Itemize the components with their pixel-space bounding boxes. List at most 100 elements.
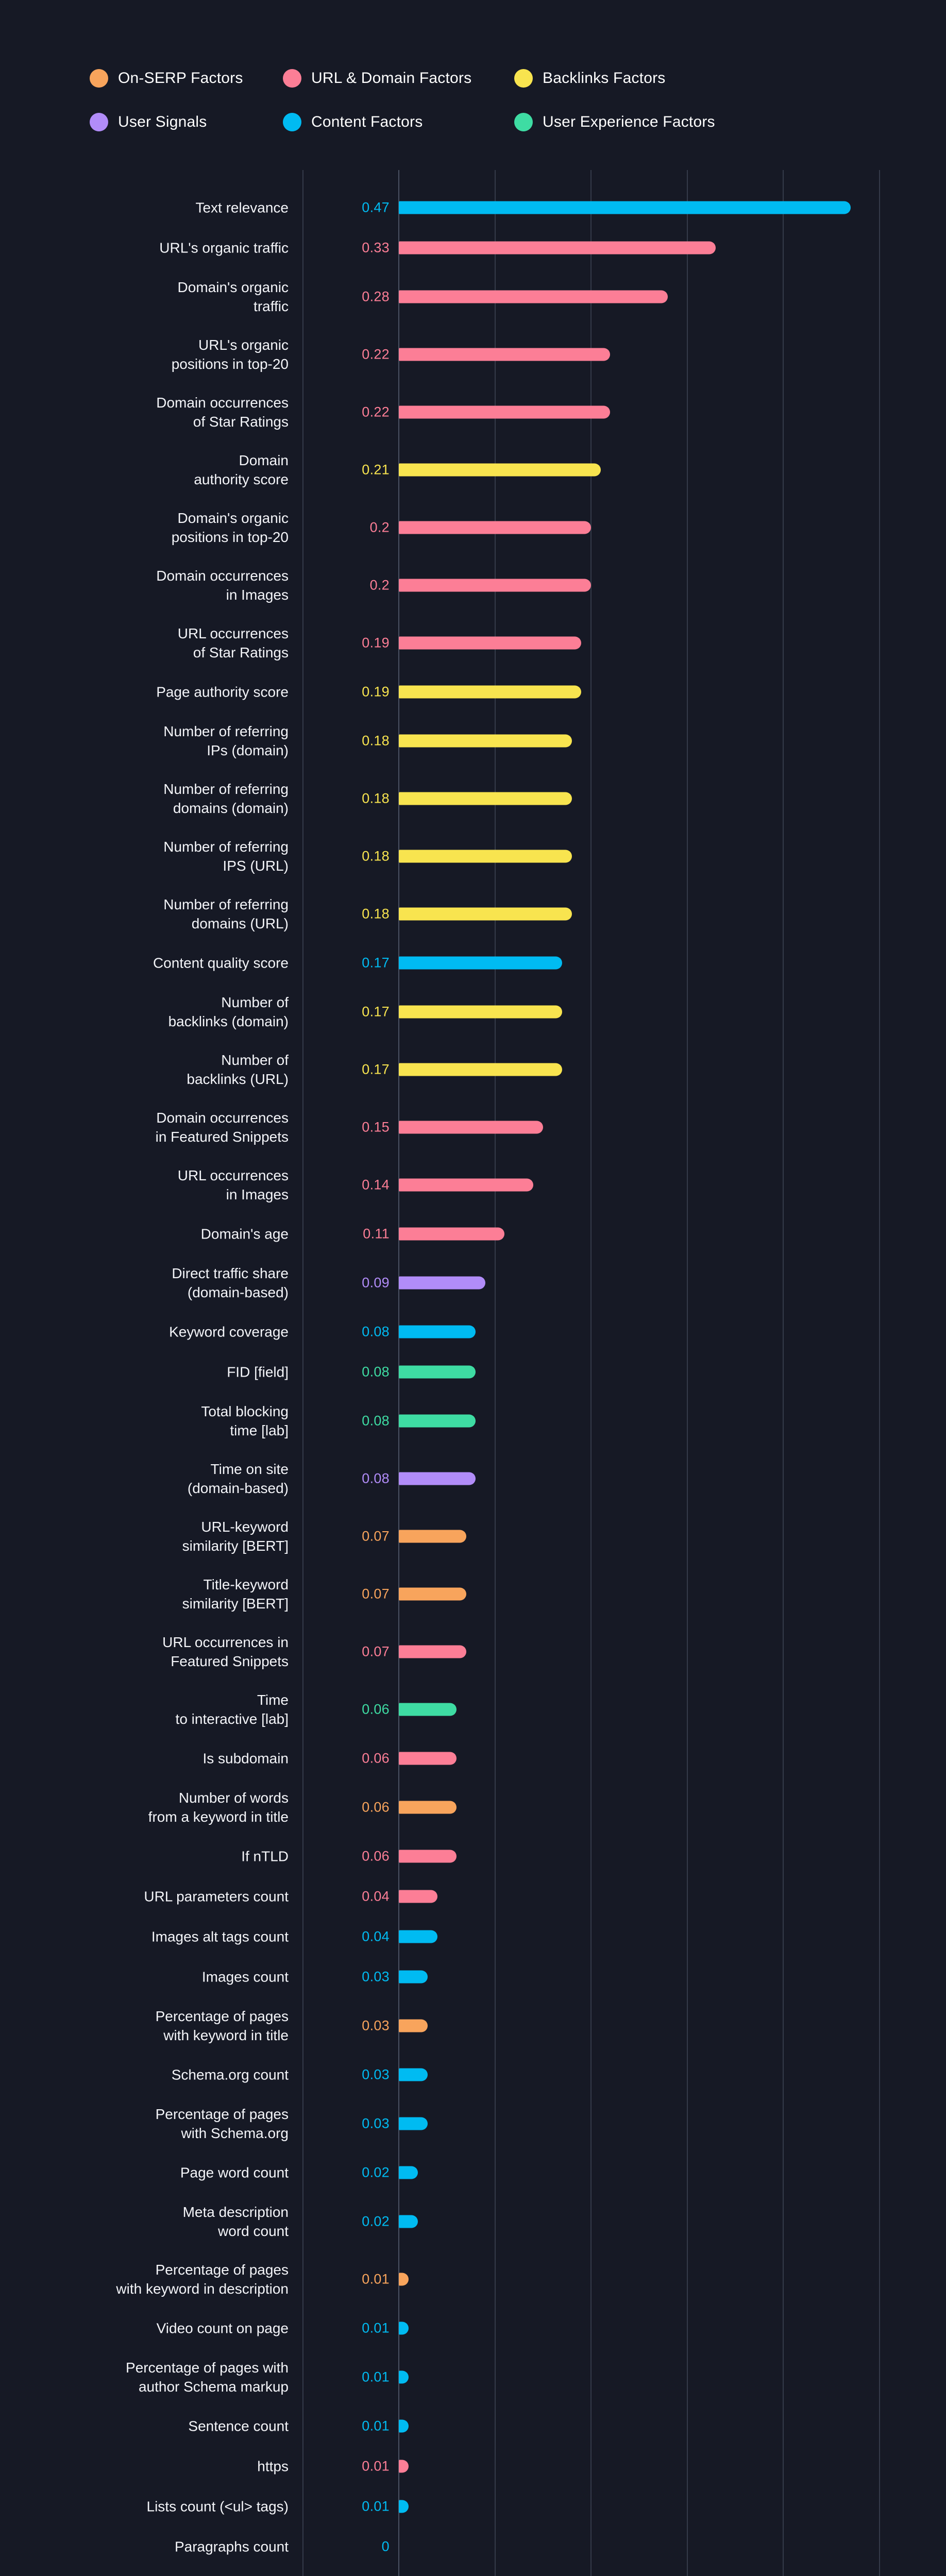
chart-row: Percentage of pages with keyword in desc… [0, 2250, 946, 2308]
factor-label: Domain's organic positions in top-20 [171, 510, 289, 545]
legend-item: On-SERP Factors [90, 68, 243, 89]
factor-value-label: 0.08 [362, 1324, 390, 1340]
factor-value-label: 0.09 [362, 1275, 390, 1291]
chart-row: Number of words from a keyword in title … [0, 1778, 946, 1836]
factor-bar [399, 1970, 428, 1984]
chart-row: Percentage of pages with Schema.org 0.03 [0, 2095, 946, 2153]
factor-label: URL's organic positions in top-20 [171, 337, 289, 372]
factor-label: Paragraphs count [174, 2538, 289, 2555]
factor-value-label: 0 [381, 2538, 390, 2554]
factor-label: Number of referring domains (URL) [163, 896, 289, 931]
factor-label: Meta description word count [182, 2204, 289, 2239]
factor-label: Domain authority score [194, 452, 289, 487]
chart-row: Images count 0.03 [0, 1957, 946, 1997]
factor-bar [399, 1414, 476, 1428]
factor-bar [399, 1645, 466, 1658]
chart-row: FID [field] 0.08 [0, 1352, 946, 1392]
chart-row: Number of referring domains (domain) 0.1… [0, 770, 946, 827]
factor-bar [399, 1752, 457, 1765]
factor-bar [399, 2419, 409, 2433]
factor-value-label: 0.33 [362, 240, 390, 256]
gridline [495, 170, 496, 2576]
gridline [302, 170, 303, 2576]
legend-item: User Signals [90, 112, 207, 132]
chart-row: Total blocking time [lab] 0.08 [0, 1392, 946, 1450]
legend-item-label: User Experience Factors [543, 113, 715, 130]
factor-label: Domain's age [200, 1226, 289, 1242]
factor-label: Total blocking time [lab] [201, 1403, 289, 1438]
factor-value-label: 0.14 [362, 1177, 390, 1193]
factor-value-label: 0.22 [362, 346, 390, 362]
factor-value-label: 0.02 [362, 2164, 390, 2180]
factor-bar [399, 636, 581, 650]
factor-label: Title-keyword similarity [BERT] [182, 1577, 289, 1612]
factor-label: Number of words from a keyword in title [148, 1790, 289, 1825]
chart-row: Domain authority score 0.21 [0, 441, 946, 499]
legend-item-label: On-SERP Factors [118, 70, 243, 87]
chart-row: Title-keyword similarity [BERT] 0.07 [0, 1565, 946, 1623]
legend-item: Backlinks Factors [514, 68, 665, 89]
factor-value-label: 0.06 [362, 1750, 390, 1766]
chart-row: Percentage of pages with keyword in titl… [0, 1997, 946, 2055]
factor-value-label: 0.01 [362, 2458, 390, 2474]
chart-row: Domain occurrences of Star Ratings 0.22 [0, 383, 946, 441]
chart-row: Page authority score 0.19 [0, 672, 946, 712]
chart-row: If nTLD 0.06 [0, 1836, 946, 1876]
chart-row: Number of backlinks (domain) 0.17 [0, 983, 946, 1041]
chart-row: Keyword coverage 0.08 [0, 1312, 946, 1352]
legend-dot-icon [514, 113, 533, 131]
factor-bar [399, 1121, 543, 1134]
factor-label: Domain's organic traffic [177, 279, 289, 314]
legend-dot-icon [514, 69, 533, 88]
factor-label: Lists count (<ul> tags) [146, 2498, 289, 2515]
factor-bar [399, 1365, 476, 1379]
legend-item-label: User Signals [118, 113, 207, 130]
legend-dot-icon [90, 69, 108, 88]
chart-row: Direct traffic share (domain-based) 0.09 [0, 1254, 946, 1312]
factor-value-label: 0.17 [362, 1004, 390, 1020]
chart-row: Content quality score 0.17 [0, 943, 946, 983]
factor-bar [399, 521, 591, 534]
factor-bar [399, 2321, 409, 2335]
chart-row: Percentage of pages with author Schema m… [0, 2348, 946, 2406]
factor-bar [399, 2500, 409, 2513]
factor-bar [399, 2068, 428, 2081]
factor-value-label: 0.01 [362, 2320, 390, 2336]
factor-value-label: 0.03 [362, 2018, 390, 2033]
factor-value-label: 0.07 [362, 1528, 390, 1544]
factor-label: Percentage of pages with keyword in desc… [116, 2262, 289, 2297]
gridline [783, 170, 784, 2576]
factor-bar [399, 1530, 466, 1543]
chart-row: Number of referring IPs (domain) 0.18 [0, 712, 946, 770]
gridline [879, 170, 880, 2576]
factor-bar [399, 1587, 466, 1601]
factor-label: Number of backlinks (domain) [168, 994, 289, 1029]
factor-label: Domain occurrences of Star Ratings [156, 395, 289, 430]
factor-bar [399, 1850, 457, 1863]
factor-value-label: 0.07 [362, 1643, 390, 1659]
factor-value-label: 0.04 [362, 1928, 390, 1944]
factor-label: Images count [201, 1969, 289, 1985]
factor-value-label: 0.04 [362, 1888, 390, 1904]
factor-bar [399, 1930, 437, 1943]
factor-value-label: 0.15 [362, 1119, 390, 1135]
factor-label: Domain occurrences in Images [156, 568, 289, 603]
factor-label: Sentence count [188, 2418, 289, 2434]
chart-row: Text relevance 0.47 [0, 188, 946, 228]
factor-value-label: 0.47 [362, 199, 390, 215]
legend-item: User Experience Factors [514, 112, 715, 132]
factor-label: Content quality score [153, 955, 289, 971]
chart-row: URL length subfolders -0.01 [0, 2567, 946, 2576]
factor-value-label: 0.08 [362, 1470, 390, 1486]
factor-label: FID [field] [227, 1364, 289, 1380]
factor-label: Text relevance [195, 199, 289, 216]
factor-bar [399, 2019, 428, 2032]
chart-row: URL's organic traffic 0.33 [0, 228, 946, 268]
legend-item: Content Factors [283, 112, 423, 132]
chart-row: Images alt tags count 0.04 [0, 1917, 946, 1957]
chart-row: Domain's organic traffic 0.28 [0, 268, 946, 326]
factor-bar [399, 2273, 409, 2286]
chart-row: Domain's age 0.11 [0, 1214, 946, 1254]
